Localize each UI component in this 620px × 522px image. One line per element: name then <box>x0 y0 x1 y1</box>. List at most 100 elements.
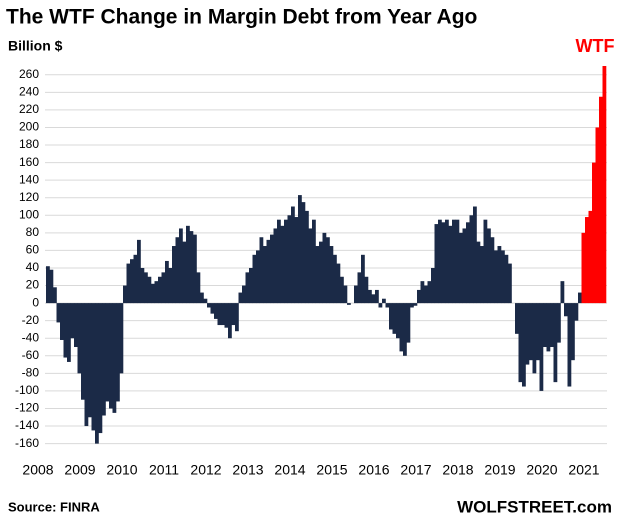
bar <box>235 303 239 332</box>
y-tick-label: -120 <box>15 401 39 415</box>
bar <box>207 303 211 308</box>
bar <box>56 303 61 323</box>
bar <box>340 276 344 304</box>
annotation: WTF <box>576 36 615 56</box>
bar <box>193 234 197 304</box>
bar <box>84 303 89 427</box>
bar <box>375 289 379 304</box>
bar <box>473 206 477 304</box>
bar <box>329 246 334 304</box>
y-tick-label: -40 <box>22 330 40 344</box>
bar <box>298 195 302 304</box>
bar <box>592 162 596 304</box>
bar <box>378 303 383 308</box>
bar <box>242 285 246 304</box>
bar <box>413 303 418 306</box>
bar <box>214 303 218 319</box>
y-tick-label: -140 <box>15 418 39 432</box>
bar <box>249 267 253 304</box>
bar <box>203 298 208 304</box>
bar <box>266 239 271 304</box>
bar <box>252 254 257 304</box>
bar <box>588 210 593 304</box>
bar <box>539 303 544 391</box>
bar <box>504 254 509 304</box>
bar <box>553 303 558 383</box>
bar <box>410 303 414 308</box>
bar <box>459 232 463 304</box>
y-tick-label: 40 <box>26 260 40 274</box>
x-tick-label: 2015 <box>316 462 347 478</box>
bar <box>354 285 358 304</box>
bar <box>284 219 288 304</box>
bar <box>546 303 551 352</box>
bar <box>186 225 190 304</box>
bar <box>161 272 166 304</box>
bar <box>347 303 351 305</box>
x-tick-label: 2010 <box>106 462 137 478</box>
bar <box>557 303 561 343</box>
bar <box>571 303 575 361</box>
bar <box>217 303 222 326</box>
bar <box>490 237 495 304</box>
bar <box>371 294 376 304</box>
y-tick-label: 60 <box>26 243 40 257</box>
x-tick-label: 2019 <box>484 462 515 478</box>
bar <box>77 303 82 374</box>
bar <box>518 303 523 383</box>
bar <box>574 303 579 321</box>
bar <box>70 303 75 339</box>
bar <box>466 222 470 304</box>
bar <box>53 287 57 304</box>
x-tick-label: 2016 <box>358 462 389 478</box>
bar <box>532 303 537 374</box>
bar <box>263 246 267 304</box>
bar <box>60 303 64 340</box>
bar <box>438 219 442 304</box>
bar <box>431 267 435 304</box>
bar <box>455 219 460 304</box>
bar <box>361 254 365 304</box>
bar <box>399 303 404 352</box>
bar <box>140 267 145 304</box>
x-tick-label: 2008 <box>22 462 53 478</box>
bar <box>322 232 327 304</box>
x-tick-label: 2012 <box>190 462 221 478</box>
bar <box>424 285 428 304</box>
bar <box>396 303 400 339</box>
bar <box>224 303 229 328</box>
bar <box>515 303 519 334</box>
bar <box>602 66 607 304</box>
bar <box>392 303 397 334</box>
bar <box>130 259 134 304</box>
y-tick-label: 200 <box>19 120 39 134</box>
bar <box>326 237 330 304</box>
bar <box>49 269 54 304</box>
y-axis-label: Billion $ <box>8 38 63 54</box>
bar <box>119 303 124 374</box>
bar <box>231 303 236 326</box>
bar <box>599 96 603 304</box>
bar <box>277 219 281 304</box>
bar <box>494 250 498 304</box>
bar <box>175 237 180 304</box>
bar <box>312 219 316 304</box>
bar <box>179 228 183 304</box>
y-tick-label: 160 <box>19 155 39 169</box>
bar <box>522 303 526 387</box>
bar <box>462 228 467 304</box>
bar <box>273 228 278 304</box>
x-tick-label: 2009 <box>64 462 95 478</box>
bar <box>165 260 169 304</box>
bar <box>476 241 481 304</box>
y-tick-label: -60 <box>22 348 40 362</box>
bar <box>137 239 141 304</box>
bar <box>427 281 432 304</box>
bar <box>480 246 484 304</box>
bar <box>196 272 201 304</box>
source: Source: FINRA <box>8 499 100 514</box>
bar <box>95 303 99 444</box>
bar <box>256 250 260 304</box>
bar <box>585 217 589 304</box>
x-tick-label: 2013 <box>232 462 263 478</box>
